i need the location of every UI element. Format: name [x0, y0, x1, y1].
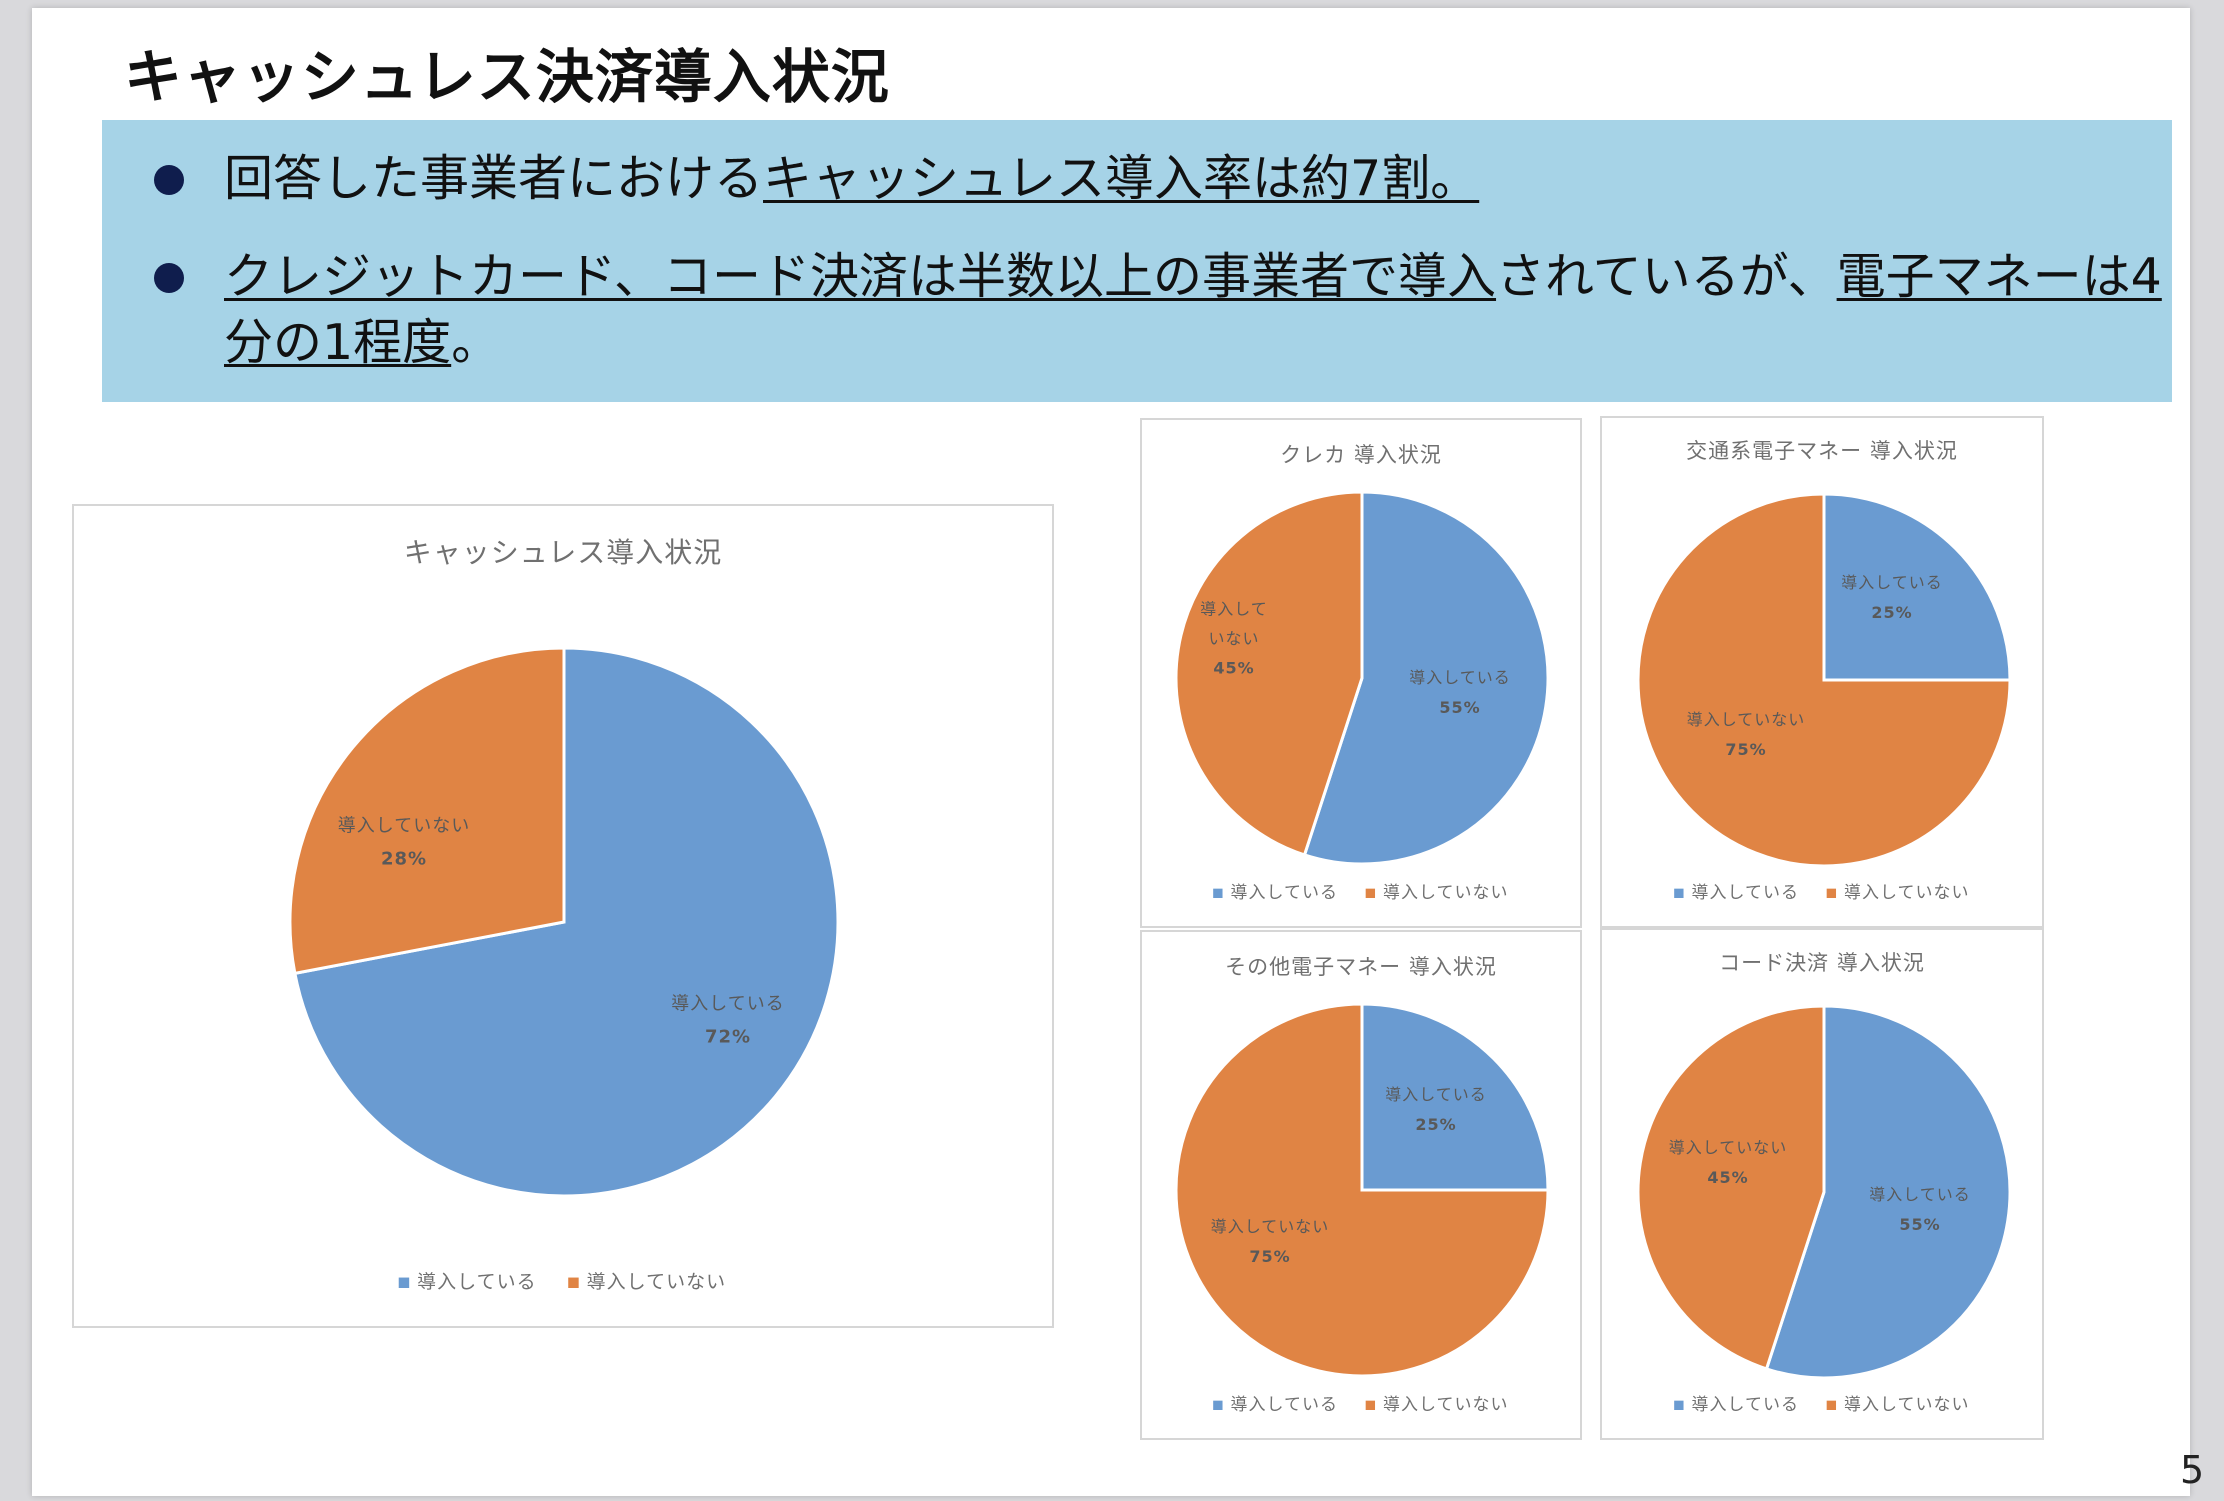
legend-label: 導入していない [1383, 1395, 1509, 1415]
pie-slice [293, 646, 840, 1198]
data-label-name: 導入している [1841, 573, 1943, 592]
data-label-value: 45% [1213, 659, 1254, 678]
data-label-name: 導入している [1869, 1185, 1971, 1204]
bullet-text-underlined: 電子マネーは4分の1程度 [224, 248, 2162, 371]
pie-slice [1302, 490, 1550, 866]
legend-label: 導入していない [1844, 883, 1970, 903]
pie-slice [1360, 1002, 1550, 1192]
summary-box [102, 120, 2172, 402]
pie-slice [1636, 1004, 1826, 1371]
chart-credit: クレカ 導入状況 導入している 55% 導入して いない 45% 導入している 導入していない [1140, 418, 1582, 928]
chart-title: その他電子マネー 導入状況 [1225, 955, 1497, 979]
legend-swatch [568, 1277, 579, 1288]
pie-slice [1822, 492, 2012, 682]
data-label-name: 導入していない [338, 815, 470, 836]
legend-label: 導入していない [1383, 883, 1509, 903]
chart-title: クレカ 導入状況 [1280, 443, 1442, 467]
legend-label: 導入していない [587, 1271, 726, 1293]
bullet-text-plain: 回答した事業者における [224, 150, 764, 207]
data-label-value: 45% [1707, 1168, 1748, 1187]
chart-other-emoney: その他電子マネー 導入状況 導入している 25% 導入していない 75% 導入している 導入… [1140, 930, 1582, 1440]
chart-code: コード決済 導入状況 導入している 55% 導入していない 45% 導入している 導入してい… [1600, 928, 2044, 1440]
data-label-name: いない [1208, 629, 1259, 648]
bullet-text-underlined: クレジットカード、コード決済は半数以上の事業者で導入 [224, 248, 1497, 305]
data-label-value: 72% [705, 1027, 751, 1048]
legend-swatch [1674, 888, 1684, 898]
legend-label: 導入している [1692, 883, 1800, 903]
chart-title: コード決済 導入状況 [1719, 951, 1925, 975]
bullet-text-plain: 。 [451, 314, 501, 371]
chart-title: 交通系電子マネー 導入状況 [1686, 439, 1958, 463]
data-label-value: 55% [1439, 698, 1480, 717]
data-label-name: 導入している [1385, 1085, 1487, 1104]
data-label-value: 28% [381, 849, 427, 870]
legend-swatch [1213, 1400, 1223, 1410]
bullet-text: クレジットカード、コード決済は半数以上の事業者で導入されているが、電子マネーは4… [224, 244, 2204, 376]
legend-swatch [1674, 1400, 1684, 1410]
legend-swatch [1365, 888, 1376, 898]
chart-transit: 交通系電子マネー 導入状況 導入している 25% 導入していない 75% 導入している 導入… [1600, 416, 2044, 928]
data-label-name: 導入している [1409, 668, 1511, 687]
legend-swatch [1826, 1400, 1837, 1410]
slide-title: キャッシュレス決済導入状況 [124, 43, 890, 111]
legend-label: 導入している [1231, 883, 1339, 903]
legend-swatch [398, 1277, 410, 1288]
bullet-dot-icon [154, 263, 184, 293]
legend-label: 導入している [417, 1271, 536, 1293]
chart-overall: キャッシュレス導入状況 導入している 72% 導入していない 28% 導入している 導入して… [72, 504, 1054, 1328]
legend-swatch [1365, 1400, 1376, 1410]
data-label-value: 25% [1415, 1115, 1456, 1134]
data-label-name: 導入している [671, 993, 784, 1014]
data-label-name: 導入していない [1687, 710, 1806, 729]
legend-label: 導入していない [1844, 1395, 1970, 1415]
legend-swatch [1826, 888, 1837, 898]
data-label-value: 75% [1249, 1247, 1290, 1266]
pie-slice [1174, 490, 1364, 857]
data-label-name: 導入していない [1669, 1138, 1788, 1157]
data-label-name: 導入して [1200, 599, 1268, 618]
bullet-text: 回答した事業者におけるキャッシュレス導入率は約7割。 [224, 146, 2204, 212]
data-label-value: 55% [1899, 1215, 1940, 1234]
slide: キャッシュレス決済導入状況 回答した事業者におけるキャッシュレス導入率は約7割。… [32, 8, 2204, 1496]
pie-slice [1636, 492, 2012, 868]
pie-slice [1174, 1002, 1550, 1378]
chart-title: キャッシュレス導入状況 [404, 536, 722, 569]
legend-swatch [1213, 888, 1223, 898]
page-number: 5 [2180, 1448, 2205, 1492]
pie-slice [1764, 1004, 2012, 1380]
data-label-value: 25% [1871, 603, 1912, 622]
bullet-dot-icon [154, 165, 184, 195]
legend-label: 導入している [1231, 1395, 1339, 1415]
bullet-text-plain: されているが、 [1496, 248, 1837, 305]
data-label-value: 75% [1725, 740, 1766, 759]
pie-slice [288, 646, 566, 976]
data-label-name: 導入していない [1211, 1217, 1330, 1236]
legend-label: 導入している [1692, 1395, 1800, 1415]
bullet-text-underlined: キャッシュレス導入率は約7割。 [763, 150, 1480, 207]
